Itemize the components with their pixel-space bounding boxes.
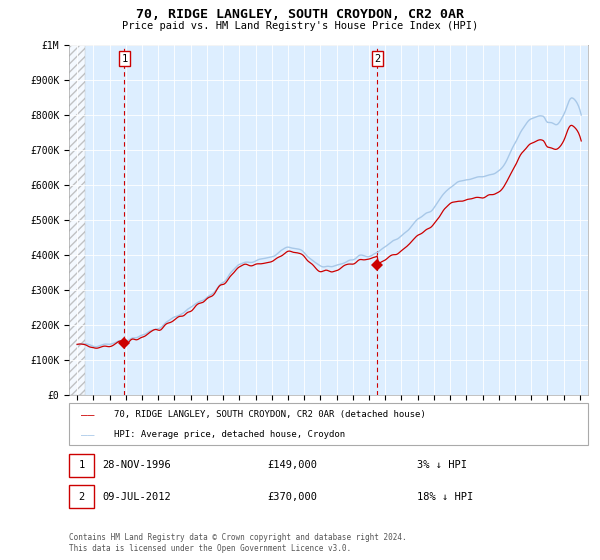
Text: £370,000: £370,000	[267, 492, 317, 502]
Text: Price paid vs. HM Land Registry's House Price Index (HPI): Price paid vs. HM Land Registry's House …	[122, 21, 478, 31]
Text: ——: ——	[81, 410, 95, 420]
Text: 2: 2	[79, 492, 85, 502]
Text: 1: 1	[121, 54, 128, 63]
Text: 70, RIDGE LANGLEY, SOUTH CROYDON, CR2 0AR (detached house): 70, RIDGE LANGLEY, SOUTH CROYDON, CR2 0A…	[114, 410, 426, 419]
Text: HPI: Average price, detached house, Croydon: HPI: Average price, detached house, Croy…	[114, 430, 345, 439]
Text: 28-NOV-1996: 28-NOV-1996	[102, 460, 171, 470]
Text: 70, RIDGE LANGLEY, SOUTH CROYDON, CR2 0AR: 70, RIDGE LANGLEY, SOUTH CROYDON, CR2 0A…	[136, 8, 464, 21]
Text: 1: 1	[79, 460, 85, 470]
Text: Contains HM Land Registry data © Crown copyright and database right 2024.
This d: Contains HM Land Registry data © Crown c…	[69, 533, 407, 553]
Text: ——: ——	[81, 430, 95, 440]
Text: 3% ↓ HPI: 3% ↓ HPI	[417, 460, 467, 470]
Text: 18% ↓ HPI: 18% ↓ HPI	[417, 492, 473, 502]
Text: 09-JUL-2012: 09-JUL-2012	[102, 492, 171, 502]
Text: £149,000: £149,000	[267, 460, 317, 470]
Text: 2: 2	[374, 54, 380, 63]
